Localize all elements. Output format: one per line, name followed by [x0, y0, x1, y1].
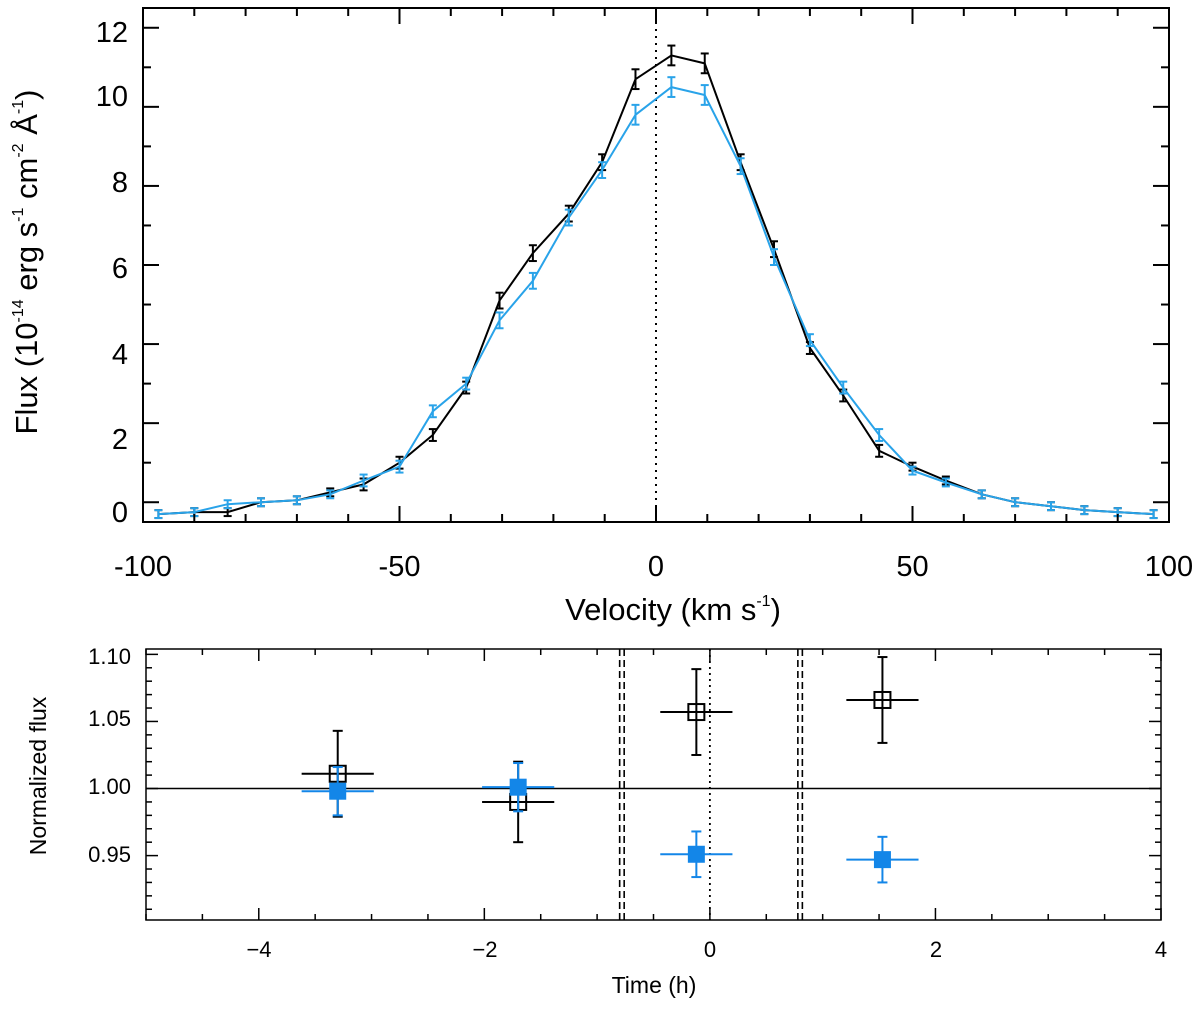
bottom-ytick-label: 0.95	[88, 842, 131, 867]
filled-square-marker	[329, 782, 347, 800]
flux-velocity-panel: -100 -50 0 50 100 0 2 4 6 8 10 12 Veloci…	[9, 7, 1193, 627]
top-ytick-label: 8	[112, 167, 128, 199]
top-xtick-label: -50	[379, 551, 421, 583]
bottom-xaxis-label: Time (h)	[612, 972, 697, 998]
bottom-xtick-label: 4	[1155, 937, 1167, 962]
bottom-ytick-label: 1.05	[88, 706, 131, 731]
top-ytick-label: 0	[112, 497, 128, 529]
top-xtick-label: 50	[896, 551, 928, 583]
blue-error-bar	[256, 497, 265, 508]
black-error-bar	[428, 428, 437, 442]
bottom-reference-lines	[146, 649, 1161, 920]
blue-error-bar	[875, 428, 884, 442]
blue-error-bar	[736, 157, 745, 176]
top-ytick-label: 12	[96, 17, 128, 49]
filled-square-point	[482, 762, 555, 813]
blue-error-bar	[292, 495, 301, 506]
blue-error-bar	[154, 509, 163, 520]
blue-error-bar	[631, 103, 640, 126]
blue-error-bar	[667, 76, 676, 98]
top-ytick-label: 4	[112, 339, 128, 371]
blue-error-bar	[495, 311, 504, 330]
top-axis-ticks	[142, 8, 1170, 522]
blue-error-bar	[908, 465, 917, 476]
blue-error-bar	[223, 499, 232, 510]
blue-error-bar	[1080, 505, 1089, 516]
filled-square-point	[301, 766, 374, 817]
black-error-bar	[528, 244, 537, 263]
black-error-bar	[700, 52, 709, 75]
bottom-yaxis-label: Normalized flux	[25, 696, 51, 855]
open-square-marker	[687, 703, 706, 722]
blue-error-bar	[1047, 501, 1056, 512]
blue-error-bar	[326, 489, 335, 500]
black-error-bar	[495, 291, 504, 310]
blue-error-bar	[564, 208, 573, 227]
blue-error-bar	[1011, 497, 1020, 508]
bottom-ytick-label: 1.00	[88, 774, 131, 799]
black-error-bar	[667, 44, 676, 67]
top-xtick-label: 0	[648, 551, 664, 583]
filled-square-marker	[687, 845, 705, 863]
filled-square-marker	[509, 778, 527, 796]
black-error-bar	[875, 443, 884, 458]
blue-error-bar	[977, 489, 986, 500]
blue-error-bar	[839, 380, 848, 395]
blue-error-bar	[769, 248, 778, 266]
top-xtick-label: 100	[1145, 551, 1193, 583]
blue-error-bar	[598, 161, 607, 180]
top-xtick-label: -100	[114, 551, 172, 583]
blue-series-line	[158, 86, 1154, 516]
top-series-layer	[154, 44, 1158, 520]
blue-error-bar	[941, 477, 950, 488]
blue-error-bar	[1149, 509, 1158, 520]
blue-error-bar	[805, 333, 814, 348]
top-yaxis-label: Flux (10-14 erg s-1 cm-2 Å-1)	[9, 90, 44, 435]
top-ytick-label: 10	[96, 81, 128, 113]
top-ytick-label: 6	[112, 253, 128, 285]
top-xaxis-label: Velocity (km s-1)	[565, 592, 781, 627]
filled-square-point	[846, 835, 919, 884]
black-error-bar	[631, 68, 640, 91]
top-ytick-label: 2	[112, 424, 128, 456]
normalized-flux-panel: −4 −2 0 2 4 0.95 1.00 1.05 1.10 Time (h)…	[25, 644, 1167, 998]
bottom-axis-ticks	[145, 649, 1162, 920]
blue-error-bar	[462, 376, 471, 391]
open-square-marker	[873, 690, 892, 709]
bottom-ytick-label: 1.10	[88, 644, 131, 669]
bottom-xtick-label: −2	[472, 937, 497, 962]
filled-square-point	[660, 830, 733, 879]
bottom-series-layer	[301, 656, 919, 884]
bottom-xtick-label: 2	[930, 937, 942, 962]
blue-error-bar	[359, 473, 368, 488]
bottom-xtick-label: 0	[704, 937, 716, 962]
blue-error-bar	[700, 84, 709, 106]
bottom-xtick-label: −4	[246, 937, 271, 962]
open-square-point	[846, 656, 919, 744]
open-square-point	[660, 668, 733, 756]
blue-error-bar	[528, 271, 537, 290]
filled-square-marker	[873, 851, 891, 869]
blue-error-bar	[428, 404, 437, 419]
blue-error-bar	[395, 459, 404, 474]
